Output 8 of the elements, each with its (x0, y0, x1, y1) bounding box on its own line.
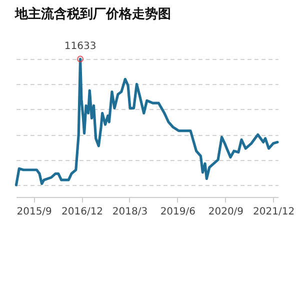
x-tick-label: 2019/6 (160, 206, 196, 218)
x-tick-label: 2015/9 (16, 206, 52, 218)
x-tick-label: 2020/9 (208, 206, 244, 218)
chart-title: 地主流含税到厂价格走势图 (14, 6, 171, 22)
x-tick-label: 2016/12 (61, 206, 104, 218)
x-tick-label: 2018/3 (112, 206, 148, 218)
x-tick-label: 2021/12 (253, 206, 295, 218)
annotation: 11633 (64, 41, 96, 52)
